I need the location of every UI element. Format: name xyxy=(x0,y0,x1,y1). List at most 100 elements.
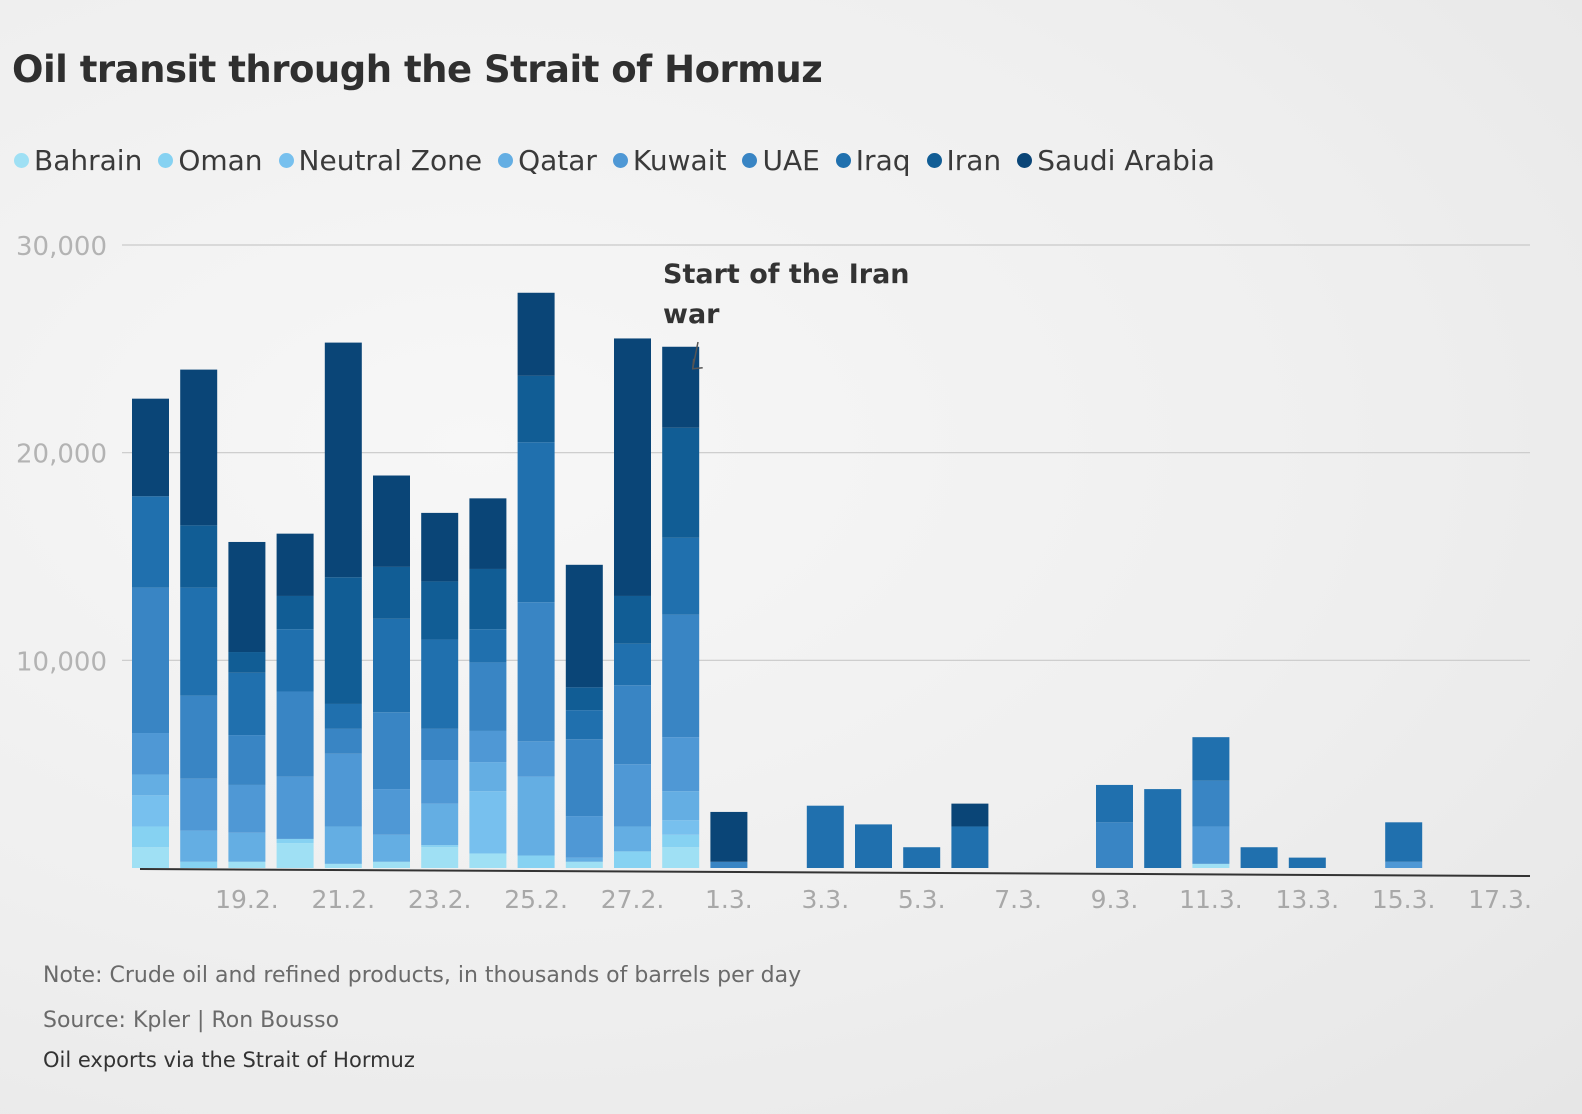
bar-segment xyxy=(517,292,555,376)
bar-segment xyxy=(132,826,169,848)
bar-segment xyxy=(1192,863,1230,868)
bar-segment xyxy=(421,760,459,804)
bar-segment xyxy=(324,342,362,578)
bar-segment xyxy=(469,791,507,854)
legend-item: Neutral Zone xyxy=(278,144,482,177)
annotation-arrowhead xyxy=(691,358,703,370)
bar-segment xyxy=(951,803,989,827)
bar-segment xyxy=(276,629,314,692)
bar-segment xyxy=(276,843,314,868)
bar-segment xyxy=(228,784,266,833)
bar-segment xyxy=(180,369,218,526)
bar-segment xyxy=(373,566,410,619)
bar-segment xyxy=(132,847,169,868)
bar-segment xyxy=(324,826,362,864)
chart-legend: Bahrain Oman Neutral Zone Qatar Kuwait UAE Ira… xyxy=(14,140,1554,180)
legend-label: Iraq xyxy=(855,143,911,177)
bar-segment xyxy=(228,672,266,736)
bar-segment xyxy=(180,830,218,862)
bar-segment xyxy=(517,375,555,443)
bar-segment xyxy=(132,774,169,796)
legend-swatch xyxy=(158,152,174,168)
x-tick-label: 27.2. xyxy=(601,885,665,914)
chart-note: Note: Crude oil and refined products, in… xyxy=(43,963,802,988)
chart-source: Source: Kpler | Ron Bousso xyxy=(43,1008,340,1033)
bar-segment xyxy=(228,735,266,785)
bar-segment xyxy=(517,602,555,742)
bar-segment xyxy=(373,475,410,567)
bar-segment xyxy=(662,791,700,821)
x-tick-label: 21.2. xyxy=(311,885,375,914)
x-axis-ticks: 19.2. 21.2. 23.2. 25.2. 27.2. 1.3. 3.3. 5.3. 7.3… xyxy=(215,885,1532,914)
bar-segment xyxy=(1192,780,1230,827)
bar-segment xyxy=(614,643,651,686)
bar-segment xyxy=(565,564,603,688)
bar-segment xyxy=(517,741,555,777)
bar-segment xyxy=(132,587,169,734)
bar-segment xyxy=(373,789,410,835)
bar-segment xyxy=(565,739,603,817)
legend-swatch xyxy=(926,152,942,168)
bar-segment xyxy=(662,737,700,792)
bar-segment xyxy=(228,541,266,653)
y-tick-label: 30,000 xyxy=(16,232,107,262)
bar-segment xyxy=(469,730,507,763)
bar-segment xyxy=(1096,784,1133,823)
legend-item: Kuwait xyxy=(612,144,726,177)
bar-segment xyxy=(373,618,410,713)
bar-segment xyxy=(276,691,314,777)
x-tick-label: 19.2. xyxy=(215,885,279,914)
bar-segment xyxy=(614,851,651,868)
annotation-label: Start of the Iran war xyxy=(663,259,910,330)
bar-segment xyxy=(614,338,651,596)
legend-item: Bahrain xyxy=(14,144,142,177)
bar-segment xyxy=(132,795,169,827)
x-tick-label: 1.3. xyxy=(705,885,753,914)
bar-segment xyxy=(614,826,651,852)
bar-segment xyxy=(565,861,603,868)
bar-segment xyxy=(1385,861,1423,868)
legend-label: Iran xyxy=(946,143,1002,177)
bar-segment xyxy=(324,728,362,754)
bar-segment xyxy=(710,811,748,862)
bar-segment xyxy=(662,834,700,848)
legend-label: UAE xyxy=(762,143,820,177)
bar-segment xyxy=(662,614,700,738)
bar-segment xyxy=(517,776,555,856)
x-tick-label: 15.3. xyxy=(1372,885,1436,914)
legend-item: Iran xyxy=(926,143,1002,177)
bar-segment xyxy=(180,587,218,696)
bar-segment xyxy=(180,861,218,868)
y-tick-label: 10,000 xyxy=(16,647,107,677)
bar-segment xyxy=(324,753,362,827)
x-tick-label: 23.2. xyxy=(408,885,472,914)
legend-swatch xyxy=(498,152,514,168)
bar-segment xyxy=(324,703,362,729)
bar-segment xyxy=(373,712,410,790)
bar-segment xyxy=(421,803,459,846)
x-axis xyxy=(139,868,1531,877)
legend-swatch xyxy=(835,152,851,168)
bar-segment xyxy=(517,442,555,603)
legend-item: Iraq xyxy=(835,143,911,177)
bar-segment xyxy=(132,398,169,497)
bar-segment xyxy=(662,847,700,868)
bar-segment xyxy=(276,595,314,630)
x-tick-label: 25.2. xyxy=(504,885,568,914)
bar-segment xyxy=(421,581,459,640)
x-tick-label: 17.3. xyxy=(1468,885,1532,914)
bar-segment xyxy=(1192,826,1230,864)
x-tick-label: 9.3. xyxy=(1091,885,1139,914)
legend-item: Oman xyxy=(158,143,263,177)
bar-segment xyxy=(662,537,700,615)
stacked-bar-chart: 10,000 20,000 30,000 19.2. 21.2. 23.2. 25.2. 2… xyxy=(16,232,1532,914)
legend-label: Oman xyxy=(178,143,263,177)
y-tick-label: 20,000 xyxy=(16,440,107,470)
bar-segment xyxy=(421,639,459,729)
legend-item: UAE xyxy=(742,143,820,177)
legend-label: Saudi Arabia xyxy=(1037,143,1215,177)
bar-segment xyxy=(614,764,651,827)
bar-segment xyxy=(276,533,314,596)
y-axis-ticks: 10,000 20,000 30,000 xyxy=(16,232,107,677)
bar-segment xyxy=(1144,789,1182,868)
